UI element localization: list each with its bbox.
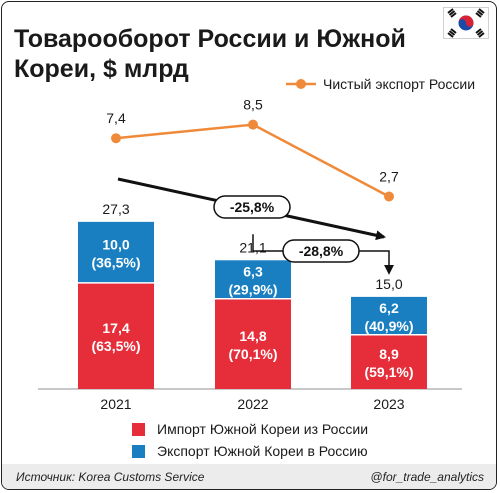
data-label-import-share-2023: (59,1%) [364, 364, 413, 380]
total-label-2021: 27,3 [102, 201, 129, 217]
data-label-export-share-2021: (36,5%) [91, 254, 140, 270]
x-tick-label-2021: 2021 [100, 396, 131, 412]
net-export-point-2023 [384, 191, 394, 202]
legend-label-export: Экспорт Южной Кореи в Россию [157, 443, 368, 459]
net-export-point-2022 [248, 119, 258, 130]
legend-swatch-import [132, 422, 145, 436]
legend-item-import: Импорт Южной Кореи из России [132, 418, 368, 440]
data-label-export-share-2023: (40,9%) [364, 318, 413, 334]
legend-label-import: Импорт Южной Кореи из России [157, 421, 369, 437]
line-legend: Чистый экспорт России [286, 76, 475, 92]
data-label-export-share-2022: (29,9%) [228, 282, 277, 298]
data-label-export-value-2021: 10,0 [102, 236, 129, 252]
net-export-label-2022: 8,5 [243, 97, 263, 113]
net-export-label-2023: 2,7 [379, 169, 399, 185]
x-tick-label-2022: 2022 [237, 396, 268, 412]
data-label-import-value-2021: 17,4 [102, 320, 129, 336]
change-badge-2022-2023 [282, 239, 360, 263]
legend-item-export: Экспорт Южной Кореи в Россию [132, 440, 368, 462]
data-label-import-2021: 17,4 (63,5%) [91, 320, 140, 354]
change-label-2022-2023: -28,8% [299, 243, 344, 259]
data-label-export-2021: 10,0 (36,5%) [91, 236, 140, 270]
change-badge-2021-2023 [213, 195, 291, 219]
data-label-import-share-2021: (63,5%) [91, 338, 140, 354]
data-label-import-value-2023: 8,9 [379, 346, 399, 362]
author-handle: @for_trade_analytics [370, 470, 484, 484]
south-korea-flag-icon [443, 7, 489, 39]
data-label-import-share-2022: (70,1%) [228, 346, 277, 362]
bar-export-2023 [351, 296, 427, 335]
x-tick-label-2023: 2023 [373, 396, 404, 412]
data-label-export-2023: 6,2 (40,9%) [364, 300, 413, 334]
data-label-export-2022: 6,3 (29,9%) [228, 264, 277, 298]
bar-import-2023 [351, 334, 427, 389]
line-legend-label: Чистый экспорт России [323, 76, 475, 92]
chart-title: Товарооборот России и Южной Кореи, $ млр… [14, 25, 406, 83]
line-legend-marker [296, 79, 306, 89]
footer: Источник: Korea Customs Service @for_tra… [2, 464, 496, 489]
data-label-import-2023: 8,9 (59,1%) [364, 346, 413, 380]
bar-import-2021 [78, 282, 154, 389]
bar-export-2021 [78, 221, 154, 283]
change-label-2021-2023: -25,8% [230, 199, 275, 215]
data-label-export-value-2023: 6,2 [379, 300, 399, 316]
data-label-import-value-2022: 14,8 [239, 328, 266, 344]
chart-plot: Чистый экспорт России 17,4 (63,5%) 10,0 (36… [38, 76, 475, 412]
data-label-export-value-2022: 6,3 [243, 264, 263, 280]
bar-import-2022 [215, 298, 291, 389]
net-export-point-2021 [111, 133, 121, 144]
legend: Импорт Южной Кореи из России Экспорт Южн… [132, 418, 368, 462]
data-label-import-2022: 14,8 (70,1%) [228, 328, 277, 362]
legend-swatch-export [132, 444, 145, 458]
bar-export-2022 [215, 260, 291, 299]
source-note: Источник: Korea Customs Service [16, 470, 205, 484]
total-label-2023: 15,0 [375, 276, 402, 292]
net-export-label-2021: 7,4 [106, 110, 126, 126]
net-export-line [115, 123, 390, 198]
